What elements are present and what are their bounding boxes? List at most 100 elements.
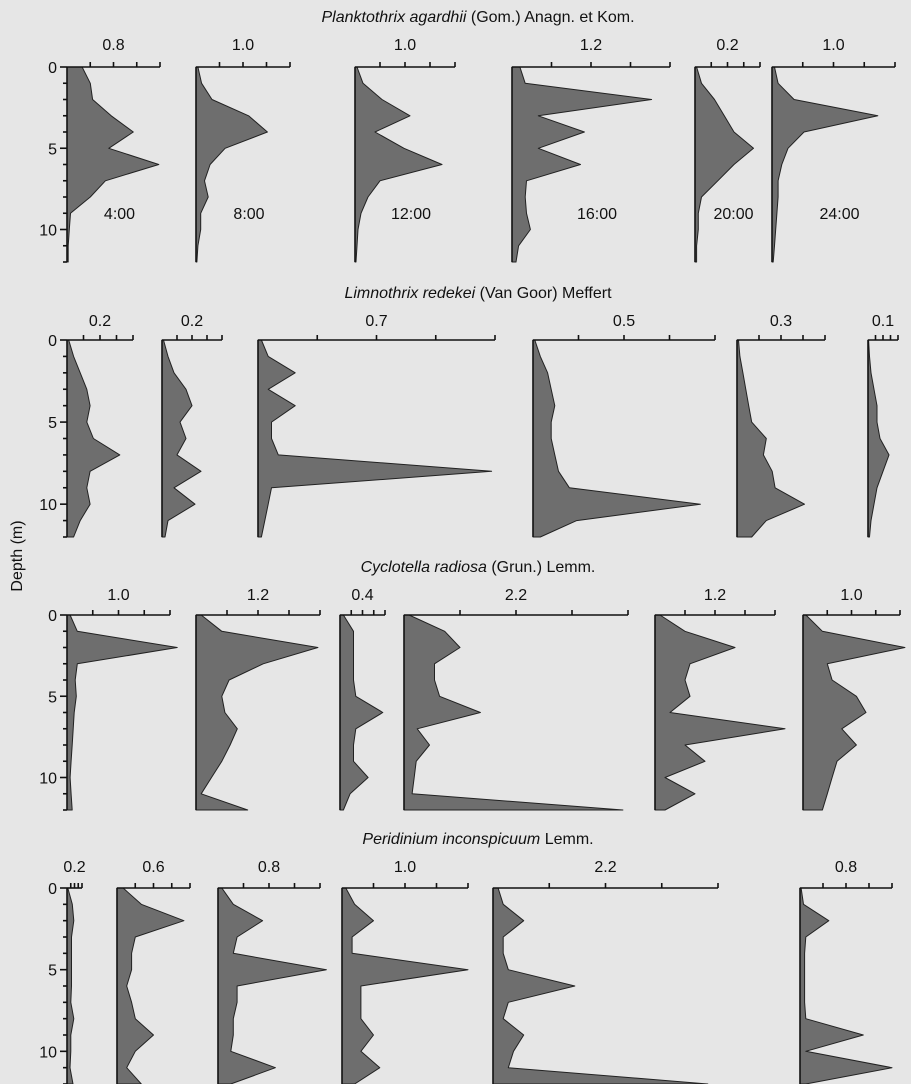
- sampling-time-label: 16:00: [577, 206, 617, 223]
- abundance-max-label: 2.2: [594, 859, 616, 876]
- abundance-max-label: 1.0: [107, 587, 129, 604]
- depth-axis: 0 5 10: [39, 333, 67, 538]
- depth-tick-label: 10: [39, 497, 57, 514]
- profile-panel-4: 2.2: [403, 587, 629, 811]
- profile-area: [66, 614, 178, 811]
- species-title: Cyclotella radiosa (Grun.) Lemm.: [361, 559, 596, 576]
- abundance-max-label: 0.2: [181, 313, 203, 330]
- sampling-time-label: 24:00: [819, 206, 859, 223]
- profile-area: [511, 66, 653, 263]
- profile-area: [341, 887, 469, 1084]
- profile-panel-4: 1.2 16:00: [511, 37, 671, 263]
- depth-tick-label: 10: [39, 771, 57, 788]
- profile-panel-2: 1.2: [195, 587, 321, 811]
- depth-tick-label: 0: [48, 881, 57, 898]
- abundance-max-label: 1.0: [394, 859, 416, 876]
- depth-tick-label: 0: [48, 333, 57, 350]
- depth-tick-label: 0: [48, 60, 57, 77]
- depth-axis: 0 5 10: [39, 881, 67, 1084]
- profile-panel-3: 1.0 12:00: [354, 37, 456, 263]
- depth-tick-label: 5: [48, 141, 57, 158]
- species-name: Limnothrix redekei: [344, 285, 475, 302]
- profile-area: [654, 614, 786, 811]
- species-name: Peridinium inconspicuum: [362, 831, 540, 848]
- abundance-max-label: 1.0: [822, 37, 844, 54]
- abundance-max-label: 2.2: [505, 587, 527, 604]
- profile-panel-4: 1.0: [341, 859, 469, 1084]
- profile-panel-3: 0.4: [339, 587, 386, 811]
- depth-tick-label: 5: [48, 415, 57, 432]
- profile-panel-5: 2.2: [492, 859, 719, 1084]
- abundance-max-label: 0.1: [872, 313, 894, 330]
- profile-panel-6: 1.0 24:00: [771, 37, 896, 263]
- species-name: Cyclotella radiosa: [361, 559, 487, 576]
- abundance-max-label: 1.2: [704, 587, 726, 604]
- sampling-time-label: 12:00: [391, 206, 431, 223]
- sampling-time-label: 8:00: [233, 206, 264, 223]
- profile-area: [492, 887, 709, 1084]
- profile-area: [161, 339, 202, 538]
- chart-row-3: Cyclotella radiosa (Grun.) Lemm. 0 5 10 1.0 1…: [39, 559, 906, 811]
- sampling-time-label: 20:00: [713, 206, 753, 223]
- abundance-max-label: 1.2: [247, 587, 269, 604]
- chart-row-4: Peridinium inconspicuum Lemm. 0 5 10 0.2 0.6 0…: [39, 831, 893, 1084]
- profile-area: [403, 614, 624, 811]
- species-authority: (Grun.) Lemm.: [487, 559, 595, 576]
- profile-panel-6: 0.1: [867, 313, 899, 538]
- abundance-max-label: 1.0: [232, 37, 254, 54]
- abundance-max-label: 0.2: [716, 37, 738, 54]
- profile-area: [257, 339, 493, 538]
- profile-area: [736, 339, 805, 538]
- profile-area: [195, 66, 268, 263]
- profile-panel-3: 0.8: [217, 859, 327, 1084]
- chart-row-1: Planktothrix agardhii (Gom.) Anagn. et K…: [39, 9, 896, 263]
- profile-area: [532, 339, 701, 538]
- species-name: Planktothrix agardhii: [321, 9, 466, 26]
- abundance-max-label: 0.4: [351, 587, 373, 604]
- profile-panel-3: 0.7: [257, 313, 496, 538]
- y-axis-label: Depth (m): [9, 520, 26, 591]
- profile-area: [802, 614, 906, 811]
- species-authority: Lemm.: [540, 831, 593, 848]
- profile-area: [217, 887, 327, 1084]
- depth-tick-label: 5: [48, 689, 57, 706]
- profile-panel-6: 1.0: [802, 587, 906, 811]
- profile-panel-1: 0.8 4:00: [66, 37, 161, 263]
- depth-tick-label: 0: [48, 608, 57, 625]
- profile-area: [116, 887, 185, 1084]
- abundance-max-label: 0.7: [365, 313, 387, 330]
- species-authority: (Van Goor) Meffert: [475, 285, 612, 302]
- abundance-max-label: 0.6: [142, 859, 164, 876]
- profile-panel-6: 0.8: [799, 859, 893, 1084]
- depth-tick-label: 5: [48, 963, 57, 980]
- depth-axis: 0 5 10: [39, 608, 67, 811]
- abundance-max-label: 0.2: [63, 859, 85, 876]
- profile-panel-4: 0.5: [532, 313, 716, 538]
- profile-area: [66, 339, 121, 538]
- species-title: Planktothrix agardhii (Gom.) Anagn. et K…: [321, 9, 634, 26]
- abundance-max-label: 0.3: [770, 313, 792, 330]
- profile-area: [66, 887, 75, 1084]
- profile-panel-2: 0.2: [161, 313, 223, 538]
- chart-row-2: Limnothrix redekei (Van Goor) Meffert 0 5 1…: [39, 285, 899, 538]
- y-axis-label-group: Depth (m): [9, 520, 26, 591]
- abundance-max-label: 1.0: [394, 37, 416, 54]
- profile-area: [694, 66, 754, 263]
- species-authority: (Gom.) Anagn. et Kom.: [466, 9, 634, 26]
- abundance-max-label: 0.2: [89, 313, 111, 330]
- profile-panel-5: 0.2 20:00: [694, 37, 761, 263]
- chart-rows: Planktothrix agardhii (Gom.) Anagn. et K…: [39, 9, 906, 1084]
- abundance-max-label: 0.8: [258, 859, 280, 876]
- profile-area: [354, 66, 443, 263]
- abundance-max-label: 1.2: [580, 37, 602, 54]
- depth-axis: 0 5 10: [39, 60, 67, 263]
- abundance-max-label: 0.5: [613, 313, 635, 330]
- profile-panel-1: 0.2: [63, 859, 86, 1084]
- profile-panel-2: 0.6: [116, 859, 191, 1084]
- species-title: Peridinium inconspicuum Lemm.: [362, 831, 593, 848]
- profile-panel-5: 0.3: [736, 313, 826, 538]
- depth-tick-label: 10: [39, 223, 57, 240]
- profile-area: [66, 66, 160, 263]
- abundance-max-label: 0.8: [835, 859, 857, 876]
